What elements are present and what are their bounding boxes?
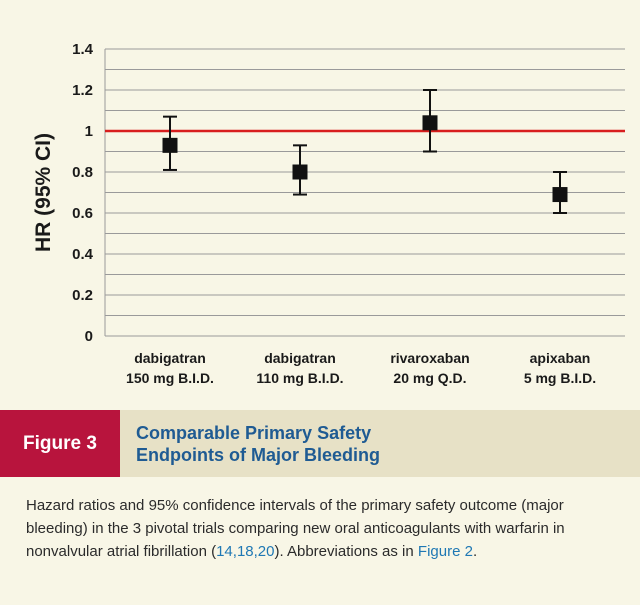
hr-marker xyxy=(422,115,438,131)
caption-text-part-2: ). Abbreviations as in xyxy=(274,543,418,560)
hr-marker xyxy=(162,137,178,153)
caption-text: Hazard ratios and 95% confidence interva… xyxy=(0,477,640,605)
x-category-label-line-2: 150 mg B.I.D. xyxy=(126,370,214,386)
y-tick-label: 0.8 xyxy=(72,164,93,181)
figure-label: Figure 3 xyxy=(0,410,120,477)
figure-title-line-2: Endpoints of Major Bleeding xyxy=(136,445,380,465)
y-tick-label: 1.2 xyxy=(72,82,93,99)
x-category-label-line-1: dabigatran xyxy=(264,350,336,366)
y-tick-label: 0.4 xyxy=(72,246,94,263)
reference-link[interactable]: 14,18,20 xyxy=(216,543,275,560)
figure-title-line-1: Comparable Primary Safety xyxy=(136,423,372,443)
caption-text-end: . xyxy=(472,543,478,560)
hr-marker xyxy=(552,187,568,203)
y-tick-label: 0 xyxy=(85,328,93,345)
y-tick-label: 1 xyxy=(85,123,93,140)
x-category-label-line-1: rivaroxaban xyxy=(390,350,469,366)
figure-2-link[interactable]: Figure 2 xyxy=(417,543,473,560)
caption-bar: Figure 3 Comparable Primary Safety Endpo… xyxy=(0,410,640,477)
y-tick-label: 0.6 xyxy=(72,205,93,222)
x-category-label-line-2: 110 mg B.I.D. xyxy=(256,370,343,386)
caption-text-part-1: Hazard ratios and 95% confidence interva… xyxy=(26,497,565,560)
x-category-label-line-1: apixaban xyxy=(530,350,591,366)
y-tick-label: 0.2 xyxy=(72,287,93,304)
hr-marker xyxy=(292,164,308,180)
chart-panel: 0 0.2 0.4 0.6 0.8 1 1.2 1.4 HR (95% CI) dabigatra… xyxy=(32,41,625,386)
chart-svg: 0 0.2 0.4 0.6 0.8 1 1.2 1.4 HR (95% CI) dabigatra… xyxy=(32,41,625,386)
x-category-label-line-2: 20 mg Q.D. xyxy=(393,370,466,386)
x-category-label-line-1: dabigatran xyxy=(134,350,206,366)
x-category-label-line-2: 5 mg B.I.D. xyxy=(524,370,596,386)
y-tick-label: 1.4 xyxy=(72,41,94,58)
y-axis-label: HR (95% CI) xyxy=(32,133,55,252)
figure-title: Comparable Primary Safety Endpoints of M… xyxy=(136,422,576,466)
